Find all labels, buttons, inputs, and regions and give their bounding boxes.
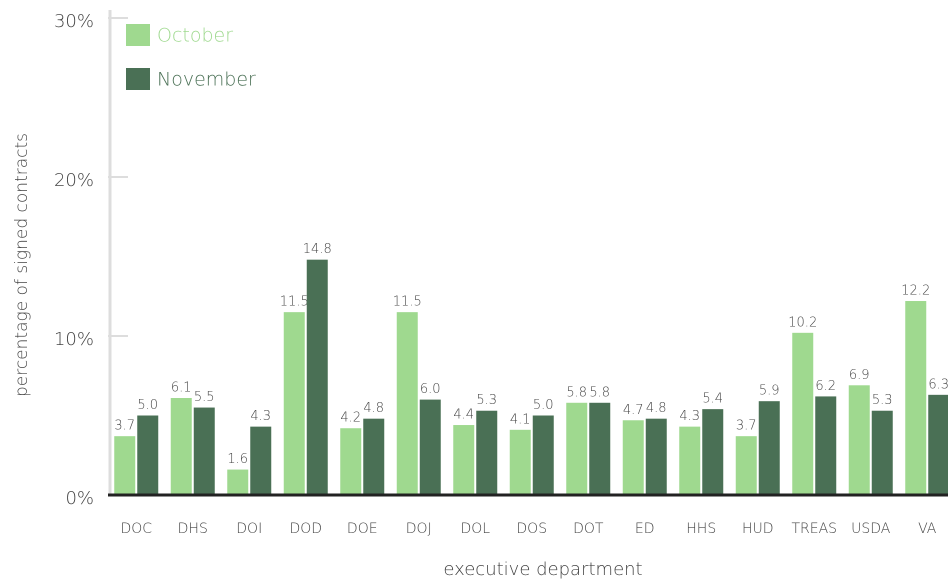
bar [871, 410, 893, 495]
data-label: 4.2 [340, 411, 361, 426]
data-label: 6.3 [928, 377, 948, 392]
bar [170, 398, 192, 495]
bar [227, 469, 249, 495]
x-tick-label: DOD [289, 521, 322, 537]
bar [283, 312, 305, 495]
bar [340, 428, 362, 495]
x-tick-label: DOJ [406, 521, 432, 537]
data-label: 3.7 [114, 419, 135, 434]
data-label: 5.0 [137, 398, 158, 413]
y-axis-label: percentage of signed contracts [12, 133, 32, 397]
data-label: 5.8 [589, 385, 610, 400]
bar [645, 418, 667, 495]
bar [702, 409, 724, 495]
data-label: 5.3 [476, 393, 497, 408]
data-label: 4.4 [453, 408, 474, 423]
y-tick-label: 20% [54, 170, 94, 191]
bar [589, 402, 611, 495]
legend-swatch [126, 24, 150, 46]
x-tick-label: DOI [236, 521, 262, 537]
data-label: 4.3 [679, 409, 700, 424]
data-label: 4.3 [250, 409, 271, 424]
x-tick-label: DOE [347, 521, 378, 537]
x-tick-label: DOS [516, 521, 547, 537]
bar [509, 429, 531, 495]
bar [193, 407, 215, 495]
bar [566, 402, 588, 495]
bar [815, 396, 837, 495]
legend-swatch [126, 68, 150, 90]
bar [792, 332, 814, 495]
x-tick-label: DOL [460, 521, 490, 537]
bar [137, 415, 159, 495]
data-label: 6.2 [815, 379, 836, 394]
bar [758, 401, 780, 495]
bar [905, 301, 927, 495]
bar [476, 410, 498, 495]
bar [679, 426, 701, 495]
bar [735, 436, 757, 495]
data-label: 11.5 [393, 295, 422, 310]
data-label: 5.9 [759, 384, 780, 399]
x-tick-label: VA [918, 521, 937, 537]
y-tick-label: 10% [54, 329, 94, 350]
x-tick-label: HUD [742, 521, 774, 537]
data-label: 4.1 [510, 412, 531, 427]
bar [622, 420, 644, 495]
data-label: 6.0 [420, 382, 441, 397]
data-label: 5.3 [872, 393, 893, 408]
data-label: 6.9 [849, 368, 870, 383]
data-label: 4.8 [363, 401, 384, 416]
bar [928, 394, 948, 495]
y-tick-label: 0% [65, 488, 94, 509]
bar [306, 259, 328, 495]
data-label: 11.5 [280, 295, 309, 310]
data-label: 5.8 [566, 385, 587, 400]
data-label: 1.6 [227, 452, 248, 467]
x-tick-label: USDA [851, 521, 891, 537]
bar [396, 312, 418, 495]
x-tick-label: ED [635, 521, 655, 537]
bar [363, 418, 385, 495]
bar [114, 436, 136, 495]
bar [250, 426, 272, 495]
x-tick-label: DOC [120, 521, 152, 537]
x-tick-label: HHS [686, 521, 716, 537]
legend-label: October [157, 25, 233, 47]
x-axis-label: executive department [443, 559, 642, 580]
data-label: 5.0 [533, 398, 554, 413]
y-tick-label: 30% [54, 11, 94, 32]
x-tick-label: DHS [178, 521, 208, 537]
x-tick-label: DOT [573, 521, 604, 537]
data-label: 14.8 [303, 242, 332, 257]
data-label: 4.7 [623, 403, 644, 418]
data-label: 3.7 [736, 419, 757, 434]
legend-label: November [157, 69, 256, 91]
data-label: 10.2 [788, 315, 817, 330]
bar [453, 425, 475, 495]
data-label: 5.5 [194, 390, 215, 405]
data-label: 12.2 [901, 284, 930, 299]
data-label: 6.1 [171, 381, 192, 396]
data-label: 5.4 [702, 392, 723, 407]
bar [419, 399, 441, 495]
x-tick-label: TREAS [791, 521, 837, 537]
bar [532, 415, 554, 495]
bar [848, 385, 870, 495]
data-label: 4.8 [646, 401, 667, 416]
